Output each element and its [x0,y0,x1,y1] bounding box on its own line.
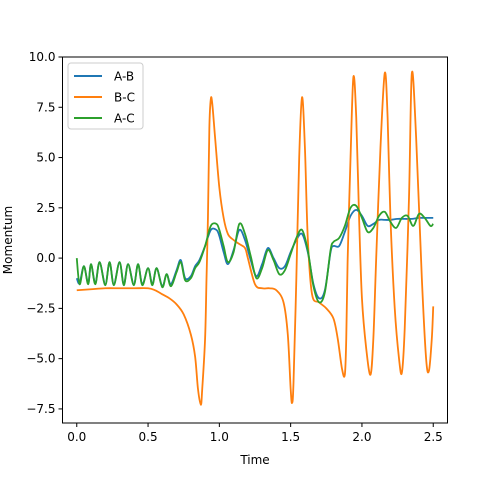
y-tick-label: 2.5 [36,201,55,215]
x-tick-label: 2.5 [424,430,443,444]
legend-label-a-b: A-B [114,70,134,84]
plot-frame [62,56,448,424]
x-tick-label: 1.5 [281,430,300,444]
y-tick-label: 0.0 [36,251,55,265]
x-tick-label: 2.0 [352,430,371,444]
y-tick-label: −2.5 [26,301,55,315]
y-tick-label: −5.0 [26,352,55,366]
y-axis-label: Momentum [1,206,15,274]
legend-label-b-c: B-C [114,91,135,105]
x-tick-label: 1.0 [210,430,229,444]
series-layer [75,70,435,406]
y-tick-label: 10.0 [29,50,56,64]
x-axis-label: Time [239,453,269,467]
x-tick-label: 0.5 [139,430,158,444]
y-tick-label: 7.5 [36,100,55,114]
y-tick-label: −7.5 [26,402,55,416]
legend: A-B B-C A-C [67,62,144,130]
legend-box [67,62,144,130]
y-tick-label: 5.0 [36,151,55,165]
x-tick-label: 0.0 [67,430,86,444]
series-line-a-c [75,203,434,304]
axes-layer: 0.0 0.5 1.0 1.5 2.0 2.5 −7.5 −5.0 −2.5 0.0 2.5 5.0 7… [26,50,442,444]
legend-label-a-c: A-C [114,112,135,126]
